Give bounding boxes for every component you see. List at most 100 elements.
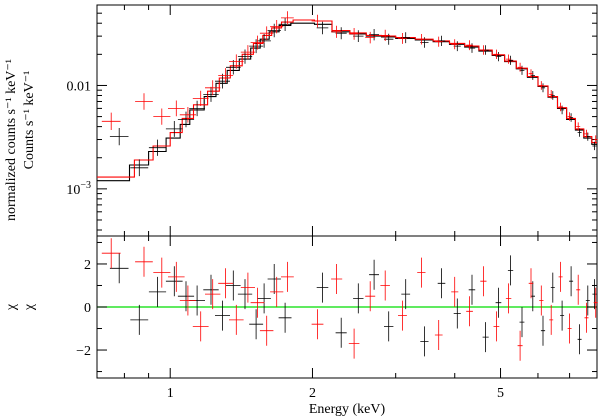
residual-point-1 <box>177 281 195 312</box>
residual-point-1 <box>420 326 429 357</box>
residual-point-2 <box>229 304 244 335</box>
residual-point-2 <box>549 304 554 335</box>
spectrum-ticks <box>96 4 598 236</box>
spectrum-point-1 <box>257 34 271 48</box>
residual-point-2 <box>218 268 234 299</box>
spectrum-point-2 <box>135 93 153 110</box>
spectrum-point-2 <box>466 40 473 51</box>
spectrum-point-1 <box>278 17 292 31</box>
spectrum-point-2 <box>558 102 563 112</box>
spectrum-point-2 <box>584 129 589 139</box>
residual-point-1 <box>577 324 582 355</box>
residual-point-1 <box>495 287 502 318</box>
residual-point-2 <box>168 261 185 292</box>
residual-point-1 <box>226 270 241 301</box>
spectrum-point-2 <box>331 25 343 38</box>
spectrum-point-1 <box>215 73 230 89</box>
spectrum-point-1 <box>592 141 597 151</box>
residual-point-2 <box>434 320 443 350</box>
spectrum-point-2 <box>576 122 581 131</box>
residual-point-2 <box>135 246 153 277</box>
spectrum-point-2 <box>451 39 459 50</box>
residual-point-2 <box>101 238 121 269</box>
spectrum-point-1 <box>109 128 129 146</box>
spectrum-point-2 <box>593 135 598 144</box>
residual-point-1 <box>468 274 476 305</box>
x-tick-label: 5 <box>497 386 504 401</box>
spectrum-frame <box>96 4 598 237</box>
spectrum-point-2 <box>549 90 554 99</box>
residual-point-1 <box>369 259 379 290</box>
spectrum-point-1 <box>249 39 264 54</box>
residual-point-2 <box>517 330 523 361</box>
residual-point-1 <box>560 300 565 331</box>
spectrum-point-1 <box>577 128 582 137</box>
residual-point-1 <box>278 302 292 333</box>
spectrum-point-2 <box>539 81 544 90</box>
residual-point-1 <box>335 317 347 348</box>
residual-point-2 <box>179 285 196 316</box>
residual-point-1 <box>569 266 574 297</box>
spectrum-point-2 <box>281 11 294 25</box>
spectrum-point-2 <box>218 68 234 83</box>
residual-y-label-2: χ <box>22 303 37 311</box>
residual-point-2 <box>505 283 512 314</box>
spectrum-point-2 <box>168 100 185 117</box>
residual-y-tick-label: 0 <box>84 301 91 316</box>
residual-point-2 <box>240 272 255 303</box>
residual-y-label-1: χ <box>4 303 19 311</box>
spectrum-point-1 <box>148 139 167 156</box>
spectrum-point-1 <box>203 86 219 102</box>
residual-point-1 <box>401 279 411 310</box>
spectrum-point-1 <box>189 100 205 117</box>
spectrum-point-2 <box>250 35 265 50</box>
x-tick-labels: 1 2 5 <box>167 386 504 401</box>
residual-point-1 <box>482 322 489 353</box>
model-step-2 <box>97 19 597 178</box>
residual-point-2 <box>259 315 274 346</box>
residual-point-1 <box>437 268 446 299</box>
residual-point-2 <box>417 257 426 288</box>
residual-point-2 <box>398 300 407 331</box>
spectrum-point-1 <box>267 23 281 38</box>
spectrum-y-label-1: normalized counts s⁻¹ keV⁻¹ <box>4 59 19 221</box>
residual-point-1 <box>519 307 525 338</box>
spectrum-point-2 <box>365 31 376 44</box>
x-axis-label: Energy (keV) <box>309 402 386 417</box>
spectrum-point-2 <box>179 107 196 123</box>
residual-y-tick-label: 2 <box>84 258 91 273</box>
residual-point-2 <box>539 285 544 316</box>
residual-point-1 <box>585 285 590 316</box>
spectrum-point-1 <box>165 121 183 137</box>
spectrum-point-2 <box>398 33 407 44</box>
residual-point-2 <box>528 268 534 299</box>
residual-point-1 <box>384 311 394 342</box>
residual-point-1 <box>550 272 555 303</box>
spectrum-point-2 <box>480 45 487 55</box>
spectrum-point-2 <box>493 49 500 59</box>
spectrum-point-2 <box>205 80 221 96</box>
residual-point-1 <box>165 266 183 297</box>
residual-point-2 <box>365 281 376 312</box>
residual-point-2 <box>192 311 209 342</box>
spectrum-point-2 <box>567 112 572 121</box>
residual-point-1 <box>257 283 271 314</box>
spectrum-point-2 <box>380 29 390 41</box>
residual-point-1 <box>203 274 219 305</box>
residual-point-2 <box>451 276 459 307</box>
spectrum-point-2 <box>240 45 255 60</box>
spectrum-point-2 <box>517 62 523 72</box>
residual-point-1 <box>249 309 264 340</box>
spectrum-point-1 <box>353 30 364 42</box>
residual-point-2 <box>480 266 487 297</box>
residual-point-1 <box>148 276 167 307</box>
spectrum-models <box>97 19 597 182</box>
residual-point-2 <box>558 261 563 292</box>
residual-point-2 <box>331 264 343 294</box>
residual-point-2 <box>281 261 294 292</box>
residual-point-2 <box>250 287 265 318</box>
x-tick-label: 1 <box>167 386 174 401</box>
spectrum-point-2 <box>259 26 274 41</box>
spectrum-point-1 <box>335 27 347 40</box>
spectrum-point-2 <box>505 54 512 64</box>
